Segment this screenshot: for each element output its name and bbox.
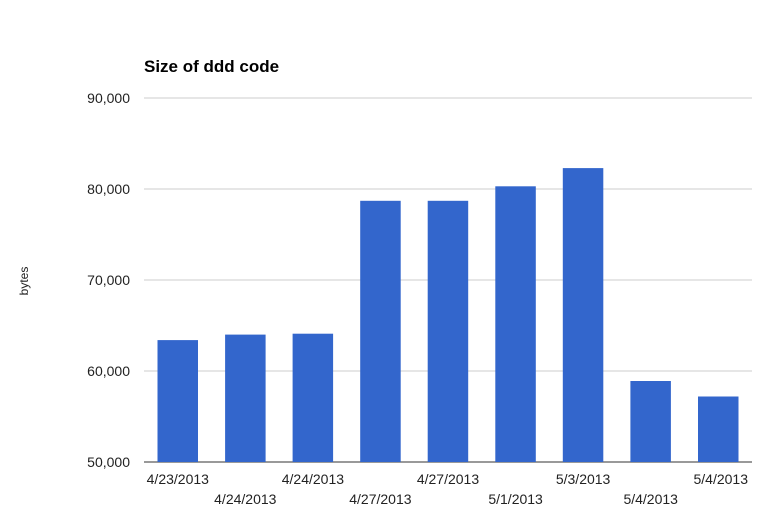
y-axis-title: bytes [17, 267, 31, 296]
bar [562, 168, 604, 462]
x-tick-label: 4/27/2013 [417, 471, 479, 487]
y-tick-label: 60,000 [87, 363, 130, 379]
x-tick-label: 4/23/2013 [147, 471, 209, 487]
y-tick-label: 50,000 [87, 454, 130, 470]
bar [427, 200, 469, 463]
chart-title: Size of ddd code [144, 57, 279, 76]
x-tick-label: 5/4/2013 [694, 471, 749, 487]
x-axis-ticks: 4/23/2013 4/24/2013 4/24/2013 4/27/2013 4/27… [147, 471, 749, 507]
bar [630, 381, 671, 462]
x-tick-label: 4/27/2013 [349, 491, 411, 507]
x-tick-label: 5/3/2013 [556, 471, 611, 487]
y-tick-label: 70,000 [87, 272, 130, 288]
bars [157, 168, 739, 463]
bar [292, 333, 334, 462]
x-tick-label: 5/1/2013 [488, 491, 543, 507]
bar [360, 200, 401, 463]
y-tick-label: 80,000 [87, 181, 130, 197]
bar [157, 340, 198, 462]
x-tick-label: 5/4/2013 [623, 491, 678, 507]
bar [698, 396, 739, 462]
bar [495, 186, 536, 463]
x-tick-label: 4/24/2013 [214, 491, 276, 507]
bar [225, 334, 266, 462]
x-tick-label: 4/24/2013 [282, 471, 344, 487]
y-axis-ticks: 50,000 60,000 70,000 80,000 90,000 [87, 90, 130, 470]
y-tick-label: 90,000 [87, 90, 130, 106]
